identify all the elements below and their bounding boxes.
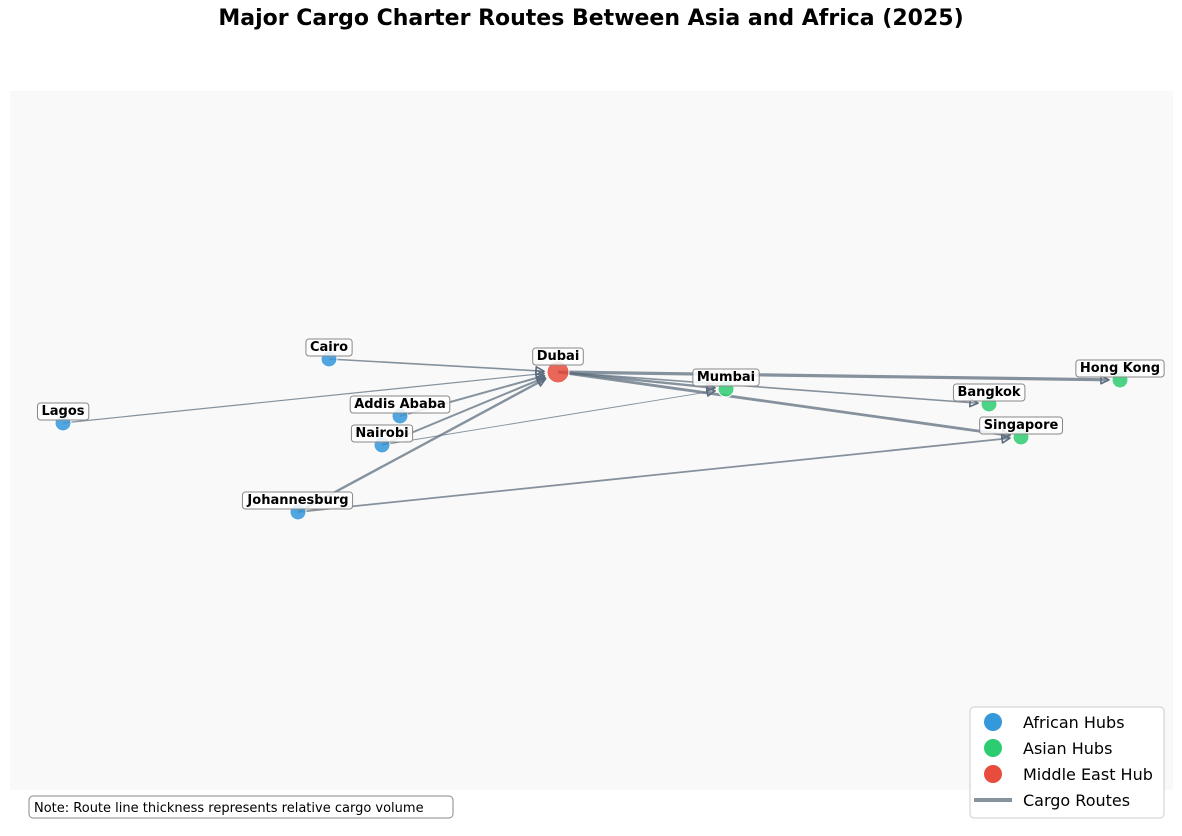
legend-item: African Hubs	[984, 713, 1125, 732]
legend-label: African Hubs	[1023, 713, 1125, 732]
hub-label-text: Dubai	[537, 349, 580, 364]
route-dubai-bangkok	[557, 371, 979, 408]
note-frame	[28, 795, 454, 819]
hub-label-hongkong: Hong Kong	[1075, 359, 1165, 378]
legend-swatch-dot	[984, 713, 1002, 731]
hub-label-text: Addis Ababa	[354, 397, 446, 412]
hub-label-box	[532, 347, 584, 366]
hub-label-cairo: Cairo	[305, 338, 353, 357]
plot-panel	[10, 91, 1173, 790]
hub-label-text: Hong Kong	[1080, 361, 1160, 376]
hub-label-box	[305, 338, 353, 357]
route-cairo-dubai	[328, 358, 545, 376]
route-dubai-hongkong	[557, 370, 1110, 385]
hub-label-text: Johannesburg	[246, 493, 348, 508]
hub-label-text: Nairobi	[355, 426, 408, 441]
legend-label: Asian Hubs	[1023, 739, 1112, 758]
legend-swatch-dot	[984, 765, 1002, 783]
hub-label-text: Bangkok	[957, 385, 1020, 400]
note-text: Note: Route line thickness represents re…	[34, 801, 424, 816]
hub-label-box	[36, 402, 90, 421]
hub-label-box	[1075, 359, 1165, 378]
note-box: Note: Route line thickness represents re…	[28, 795, 454, 819]
route-johannesburg-singapore	[297, 434, 1011, 513]
hub-label-lagos: Lagos	[36, 402, 90, 421]
hub-label-text: Mumbai	[697, 370, 755, 385]
legend-item: Middle East Hub	[984, 765, 1153, 784]
route-johannesburg-dubai	[297, 377, 547, 514]
hub-label-text: Lagos	[41, 404, 84, 419]
hub-label-dubai: Dubai	[532, 347, 584, 366]
legend-items: African Hubs Asian Hubs Middle East Hub Car…	[974, 713, 1153, 810]
hub-label-box	[692, 368, 760, 387]
hub-label-addis: Addis Ababa	[349, 395, 451, 414]
hub-labels-layer: Cairo Lagos Addis Ababa Nairobi Johannesburg…	[36, 338, 1165, 510]
hub-label-nairobi: Nairobi	[350, 424, 414, 443]
route-lagos-dubai	[62, 369, 545, 424]
chart-title: Major Cargo Charter Routes Between Asia …	[218, 6, 964, 31]
hub-label-text: Singapore	[984, 418, 1059, 433]
legend: African Hubs Asian Hubs Middle East Hub Car…	[969, 706, 1165, 819]
hub-label-singapore: Singapore	[979, 416, 1063, 435]
hub-label-box	[979, 416, 1063, 435]
hub-label-bangkok: Bangkok	[952, 383, 1026, 402]
hub-label-box	[350, 424, 414, 443]
legend-label: Cargo Routes	[1023, 791, 1130, 810]
legend-item: Asian Hubs	[984, 739, 1112, 758]
legend-item: Cargo Routes	[974, 791, 1130, 810]
hub-label-box	[349, 395, 451, 414]
hub-label-mumbai: Mumbai	[692, 368, 760, 387]
hub-label-box	[241, 491, 354, 510]
legend-swatch-dot	[984, 739, 1002, 757]
hub-label-johannesburg: Johannesburg	[241, 491, 354, 510]
legend-box	[969, 706, 1165, 819]
hub-label-text: Cairo	[310, 340, 348, 355]
route-dubai-singapore	[557, 370, 1011, 440]
hub-label-box	[952, 383, 1026, 402]
legend-label: Middle East Hub	[1023, 765, 1153, 784]
